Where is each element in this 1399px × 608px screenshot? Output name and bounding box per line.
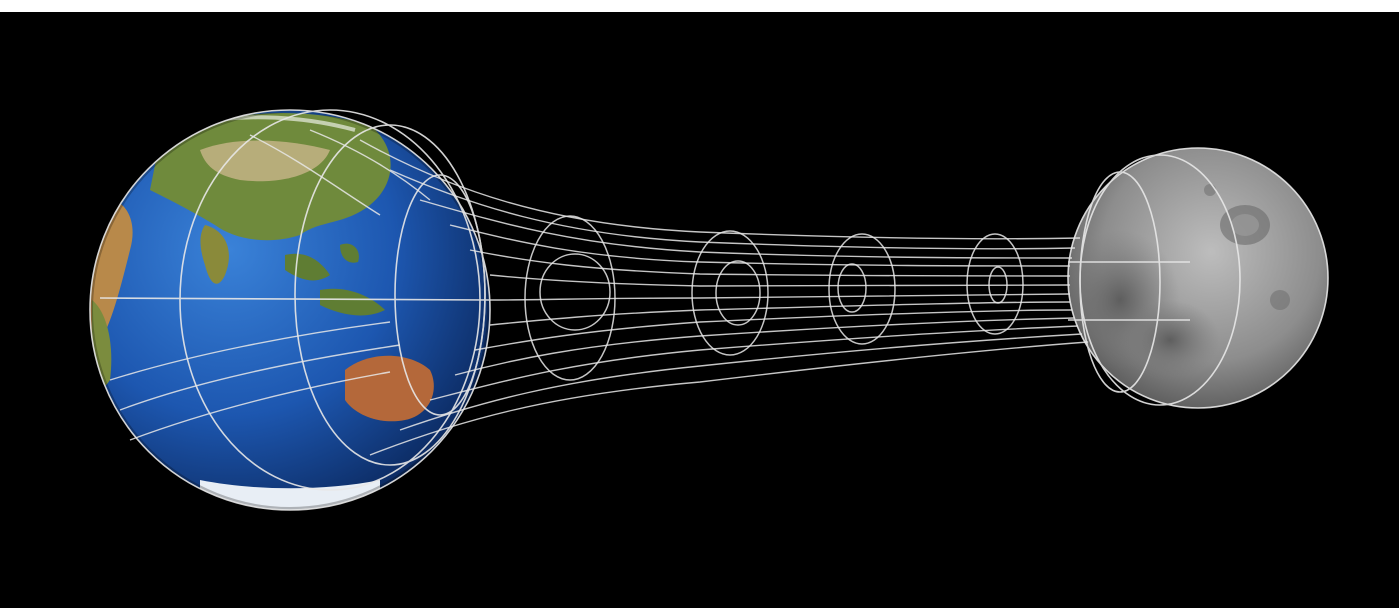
earth-moon-scene xyxy=(0,12,1399,608)
earth-moon-illustration xyxy=(87,107,1329,513)
flux-tube-rings xyxy=(524,215,1024,381)
moon-sphere-icon xyxy=(1067,147,1329,409)
cropped-caption-strip xyxy=(0,0,1399,12)
earth-globe-icon xyxy=(87,107,493,513)
